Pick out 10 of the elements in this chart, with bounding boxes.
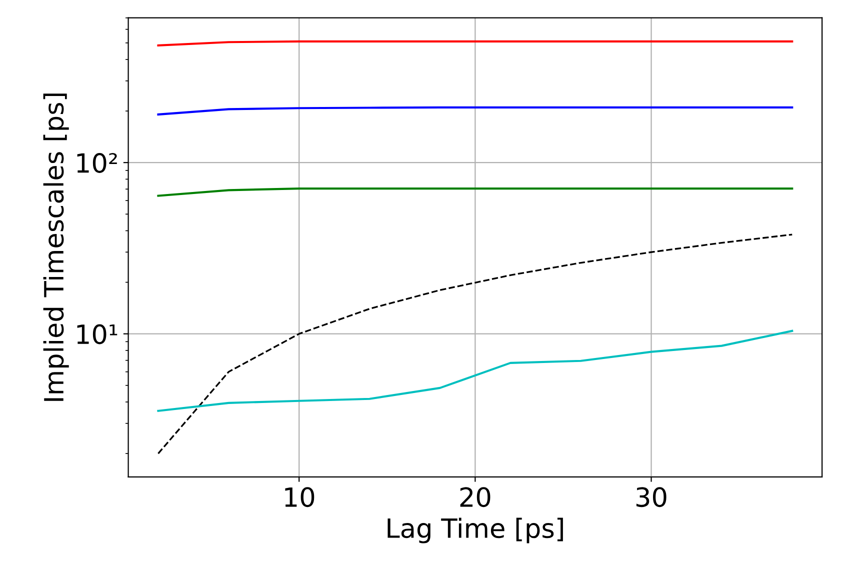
x-tick-label: 30 [636, 487, 666, 508]
y-axis-title: Implied Timescales [ps] [43, 94, 69, 401]
x-tick-label: 20 [460, 487, 490, 508]
line-series [157, 330, 794, 412]
y-tick-label: 10¹ [77, 324, 118, 344]
x-tick-label: 10 [285, 487, 314, 508]
line-series [157, 106, 794, 116]
x-axis-title: Lag Time [ps] [388, 518, 563, 544]
y-tick-label: 10² [77, 153, 117, 173]
line-series [157, 234, 793, 454]
